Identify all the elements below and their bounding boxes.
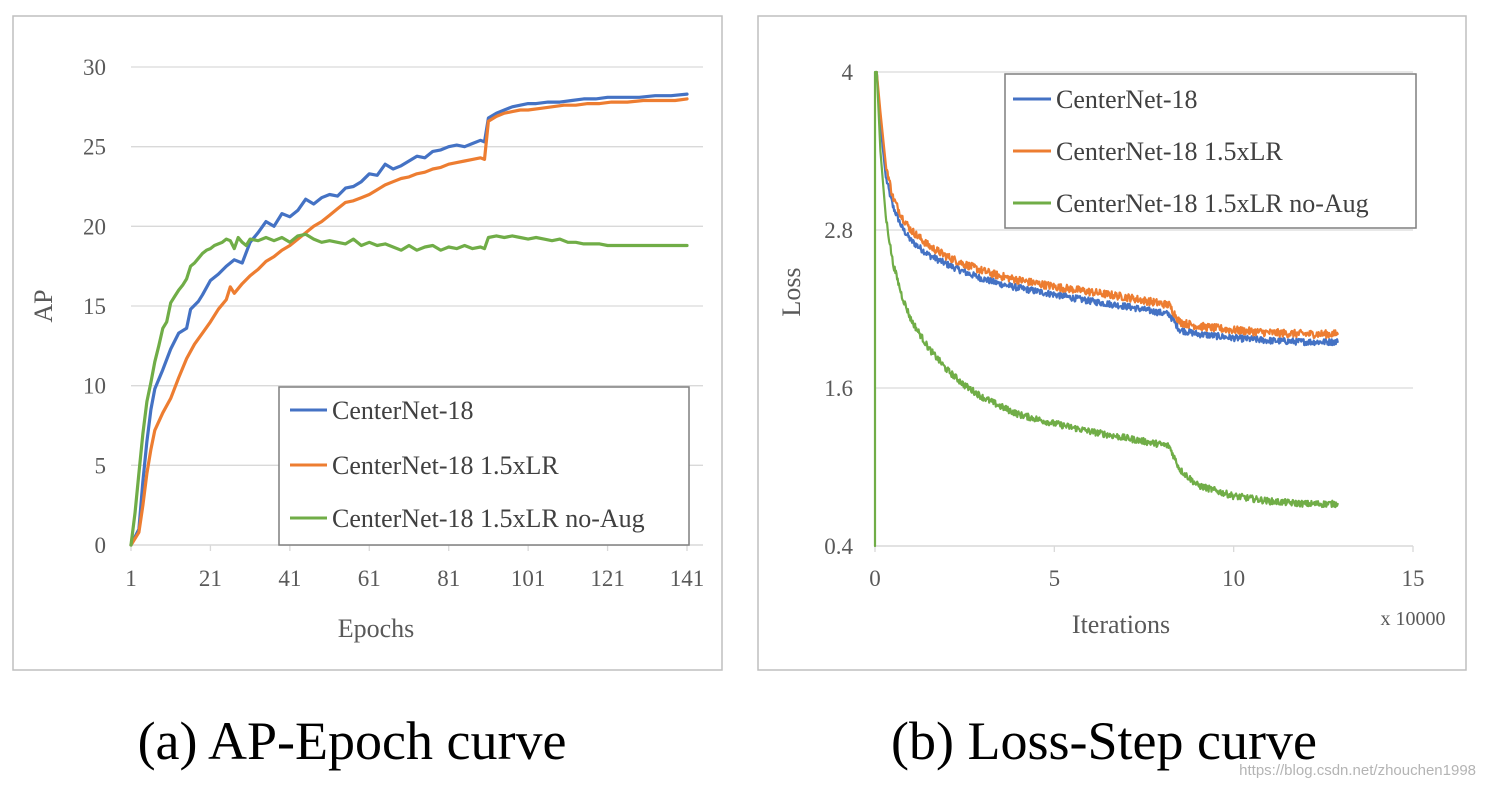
loss-x-axis-unit-note: x 10000 bbox=[1381, 608, 1446, 630]
ap-legend-label-centernet: CenterNet-18 bbox=[332, 396, 474, 425]
loss-y-axis-label: Loss bbox=[777, 267, 806, 316]
ap-y-tick-20: 20 bbox=[83, 214, 106, 239]
loss-x-tick-5: 5 bbox=[1049, 566, 1061, 591]
ap-x-tick-41: 41 bbox=[278, 566, 301, 591]
ap-x-tick-labels: 1 21 41 61 81 101 121 141 bbox=[125, 566, 704, 591]
ap-x-tick-121: 121 bbox=[590, 566, 625, 591]
ap-x-tick-1: 1 bbox=[125, 566, 137, 591]
loss-series-centernet-18 bbox=[875, 70, 1339, 347]
loss-legend-box bbox=[1004, 73, 1417, 229]
ap-legend-label-centernet-noaug: CenterNet-18 1.5xLR no-Aug bbox=[332, 504, 645, 533]
loss-y-tick-0-4: 0.4 bbox=[824, 534, 853, 559]
loss-series-centernet-18-1-5xlr-no-aug bbox=[873, 70, 1339, 548]
loss-legend-label-centernet-lr: CenterNet-18 1.5xLR bbox=[1056, 137, 1283, 166]
ap-x-tick-81: 81 bbox=[437, 566, 460, 591]
ap-legend-box bbox=[278, 386, 690, 546]
loss-y-tick-labels: 0.4 1.6 2.8 4 bbox=[824, 60, 853, 559]
ap-x-tick-141: 141 bbox=[670, 566, 705, 591]
ap-y-tick-0: 0 bbox=[95, 533, 107, 558]
ap-y-tick-5: 5 bbox=[95, 453, 107, 478]
ap-y-tick-10: 10 bbox=[83, 374, 106, 399]
loss-series-lines bbox=[873, 70, 1339, 548]
ap-x-tick-101: 101 bbox=[511, 566, 546, 591]
ap-series-lines bbox=[129, 92, 689, 547]
ap-x-tick-21: 21 bbox=[199, 566, 222, 591]
loss-chart: 0.4 1.6 2.8 4 0 5 10 15 Loss Iterations x 1000… bbox=[757, 15, 1467, 671]
loss-legend-label-centernet-noaug: CenterNet-18 1.5xLR no-Aug bbox=[1056, 189, 1369, 218]
ap-y-tick-30: 30 bbox=[83, 55, 106, 80]
ap-legend: CenterNet-18 CenterNet-18 1.5xLR CenterN… bbox=[278, 386, 690, 546]
ap-series-centernet-18 bbox=[129, 92, 689, 547]
ap-series-centernet-18-1-5xlr-no-aug bbox=[129, 232, 689, 547]
ap-chart-frame bbox=[12, 15, 723, 671]
ap-series-centernet-18-1-5xlr bbox=[129, 97, 689, 547]
loss-x-tick-0: 0 bbox=[869, 566, 881, 591]
ap-legend-label-centernet-lr: CenterNet-18 1.5xLR bbox=[332, 451, 559, 480]
loss-x-tick-labels: 0 5 10 15 bbox=[869, 566, 1424, 591]
loss-series-centernet-18-1-5xlr bbox=[875, 70, 1339, 339]
watermark: https://blog.csdn.net/zhouchen1998 bbox=[1239, 762, 1476, 779]
loss-x-tick-15: 15 bbox=[1402, 566, 1425, 591]
ap-y-tick-15: 15 bbox=[83, 294, 106, 319]
caption-b: (b) Loss-Step curve bbox=[891, 711, 1317, 771]
loss-x-axis-label: Iterations bbox=[1072, 610, 1170, 639]
ap-x-tick-61: 61 bbox=[358, 566, 381, 591]
loss-x-tick-10: 10 bbox=[1222, 566, 1245, 591]
loss-legend-label-centernet: CenterNet-18 bbox=[1056, 85, 1198, 114]
loss-legend: CenterNet-18 CenterNet-18 1.5xLR CenterN… bbox=[1004, 73, 1417, 229]
loss-y-tick-2-8: 2.8 bbox=[824, 218, 853, 243]
ap-y-tick-25: 25 bbox=[83, 135, 106, 160]
loss-y-tick-1-6: 1.6 bbox=[824, 376, 853, 401]
caption-a: (a) AP-Epoch curve bbox=[138, 711, 567, 771]
ap-y-tick-labels: 0 5 10 15 20 25 30 bbox=[83, 55, 106, 558]
ap-y-axis-label: AP bbox=[29, 289, 58, 322]
loss-y-tick-4: 4 bbox=[842, 60, 854, 85]
ap-x-axis-label: Epochs bbox=[338, 614, 415, 643]
